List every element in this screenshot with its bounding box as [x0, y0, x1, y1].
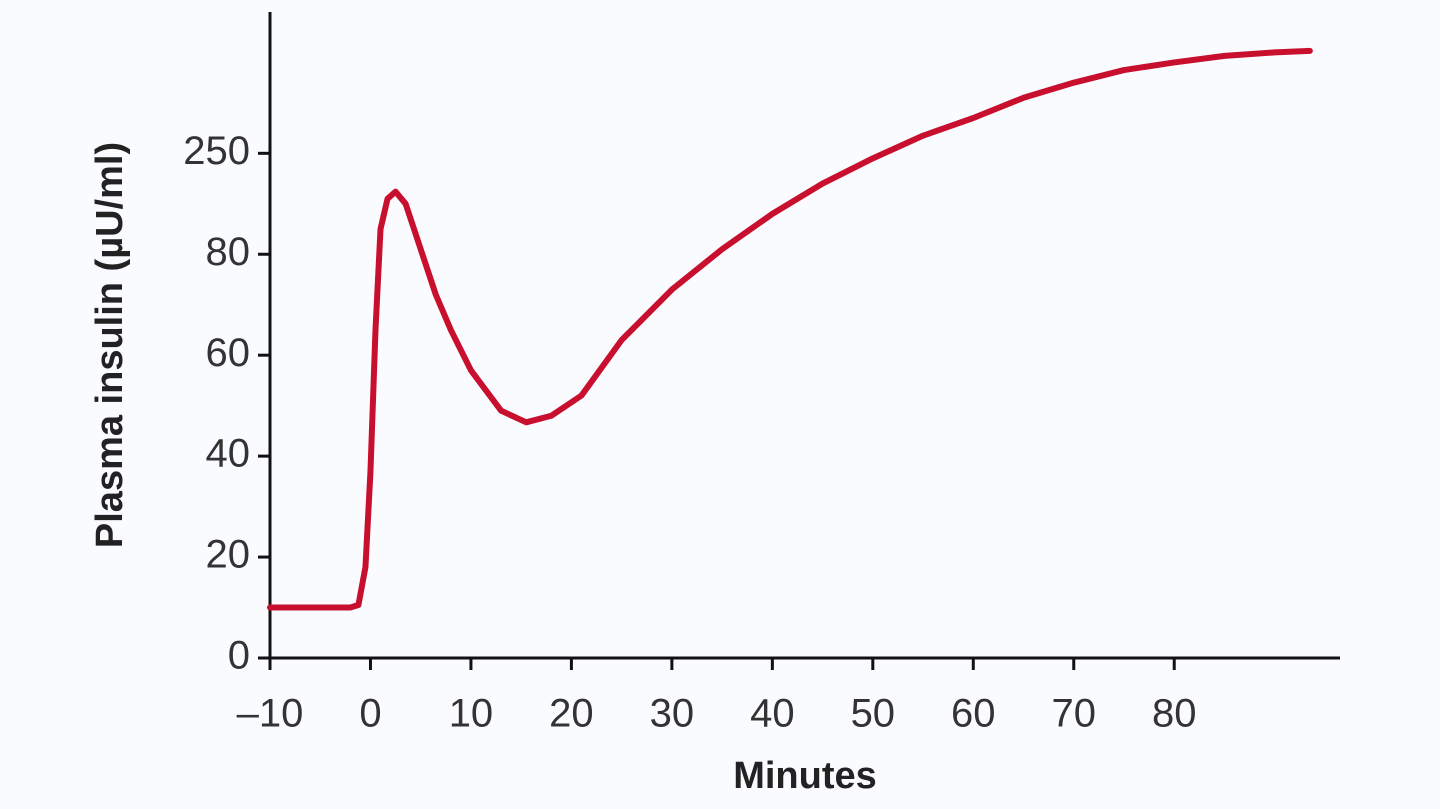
y-tick-label: 60	[206, 331, 251, 375]
y-tick-label: 40	[206, 432, 251, 476]
y-axis-label: Plasma insulin (µU/ml)	[89, 142, 131, 548]
y-tick-label: 20	[206, 533, 251, 577]
y-tick-label: 80	[206, 230, 251, 274]
x-tick-label: 50	[851, 692, 896, 736]
x-tick-label: –10	[237, 692, 304, 736]
y-tick-label: 250	[183, 129, 250, 173]
x-tick-label: 30	[650, 692, 695, 736]
x-axis-label: Minutes	[733, 755, 877, 797]
line-series	[267, 47, 1313, 611]
x-tick-label: 0	[359, 692, 381, 736]
x-tick-label: 70	[1052, 692, 1097, 736]
y-tick-label: 0	[228, 634, 250, 678]
x-tick-label: 60	[951, 692, 996, 736]
x-tick-label: 20	[549, 692, 594, 736]
x-tick-label: 10	[449, 692, 494, 736]
x-tick-label: 40	[750, 692, 795, 736]
x-tick-label: 80	[1152, 692, 1197, 736]
